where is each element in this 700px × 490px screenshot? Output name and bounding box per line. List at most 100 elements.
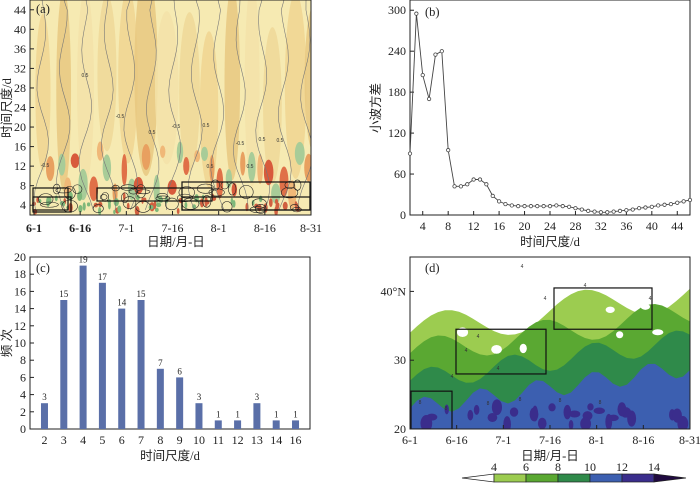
panel-a-contour-line — [63, 185, 76, 200]
panel-d-colorbar-swatch — [621, 473, 655, 483]
panel-a-fill-cell — [54, 195, 58, 202]
panel-a-fill-band — [118, 0, 138, 164]
panel-b-data-point — [407, 151, 413, 156]
panel-a-fill-cell — [167, 179, 177, 195]
panel-c-bar — [214, 420, 222, 429]
panel-a-fill-cell — [176, 208, 180, 215]
panel-c-y-ticks: 0 2 4 6 8 10 12 14 16 18 20 — [14, 250, 34, 436]
panel-d-y-ticks: 20 30 40°N — [381, 284, 414, 436]
panel-d-level-fill — [593, 407, 606, 414]
panel-b-x-tick-label: 8 — [445, 219, 451, 233]
panel-a-label: (a) — [36, 2, 50, 16]
panel-c-bar — [272, 420, 280, 429]
panel-b-data-point — [426, 96, 432, 102]
panel-d-contour-label: 4 — [451, 374, 454, 380]
panel-a-fill-cell — [282, 201, 288, 211]
panel-a-ylabel: 时间尺度/d — [0, 77, 14, 137]
panel-c-data-label: 1 — [235, 409, 240, 419]
panel-a-y-tick-label: 32 — [14, 61, 26, 75]
panel-d-colorbar-swatch — [493, 473, 527, 483]
panel-a-box — [32, 196, 72, 213]
panel-c-bar — [40, 403, 48, 429]
panel-a-highlight-boxes — [32, 181, 311, 213]
panel-c-ylabel: 频 次 — [0, 329, 14, 357]
panel-b-data-point — [656, 203, 661, 208]
panel-d-x-tick-label: 8-31 — [679, 433, 700, 447]
panel-c-data-label: 15 — [59, 289, 69, 299]
panel-d-level-fill — [487, 412, 498, 423]
panel-a-x-tick-label: 7-16 — [162, 221, 184, 235]
panel-d-level-fill — [568, 419, 574, 429]
panel-a-contour-line — [165, 0, 181, 211]
panel-c-data-label: 1 — [293, 409, 298, 419]
panel-a-contour-label: -0.5 — [236, 141, 245, 147]
panel-a-contour-line — [293, 179, 302, 191]
panel-c-x-tick-label: 10 — [193, 433, 205, 447]
panel-a-fill-cell — [113, 209, 116, 215]
panel-c-data-label: 15 — [137, 289, 147, 299]
panel-d-level-gap — [519, 343, 527, 354]
panel-a-fill-cell — [275, 202, 279, 211]
panel-c-bar — [234, 420, 242, 429]
panel-d-level-fill — [467, 409, 474, 421]
panel-c-bar — [156, 368, 164, 429]
panel-a-contour-line — [121, 192, 129, 204]
panel-c-xlabel: 时间尺度/d — [140, 448, 200, 463]
panel-a-contour-line — [254, 204, 267, 214]
panel-c-x-tick-label: 8 — [157, 433, 163, 447]
panel-d-x-tick-label: 8-1 — [589, 433, 605, 447]
panel-a-contour-line — [255, 0, 270, 211]
panel-b-data-point — [458, 184, 464, 189]
panel-c-data-label: 6 — [177, 366, 182, 376]
panel-a-y-tick-label: 16 — [14, 140, 26, 154]
panel-d-colorbar-label: 8 — [555, 460, 561, 474]
panel-a-x-ticks: 6-1 6-16 7-1 7-16 8-1 8-16 8-31 — [26, 211, 322, 235]
panel-a-fill-cell — [200, 198, 204, 208]
panel-d-x-tick-label: 6-16 — [446, 433, 468, 447]
panel-a-contour-label: 0.5 — [207, 164, 214, 170]
panel-a-x-tick-label: 8-16 — [254, 221, 276, 235]
panel-c-x-tick-label: 6 — [119, 433, 125, 447]
panel-a-contour-line — [100, 194, 108, 200]
panel-d-level-gap — [491, 344, 502, 354]
panel-a-fill-cell — [209, 155, 215, 183]
panel-a-contour-line — [136, 189, 151, 195]
panel-a-x-tick-label: 6-16 — [69, 221, 91, 235]
panel-d-level-gap — [616, 331, 624, 339]
panel-a-contour-line — [228, 182, 237, 196]
panel-b-data-point — [554, 203, 559, 208]
panel-a-contour-line — [72, 184, 83, 194]
panel-a-fill-cell — [155, 202, 162, 208]
panel-a-fill-band — [244, 0, 260, 187]
panel-d-x-tick-label: 7-16 — [539, 433, 561, 447]
panel-c-x-tick-label: 7 — [138, 433, 144, 447]
panel-b-data-point — [617, 208, 623, 214]
panel-b-x-tick-label: 44 — [671, 219, 683, 233]
panel-a-fill-cell — [134, 205, 140, 215]
panel-a-x-tick-label: 8-31 — [300, 221, 322, 235]
panel-d-level-fill — [537, 417, 547, 429]
panel-d-level-fill — [563, 404, 572, 420]
panel-d-level-fill — [473, 404, 480, 415]
panel-c-y-tick-label: 16 — [14, 284, 26, 298]
panel-c-bar — [253, 403, 261, 429]
panel-d-level-gap — [652, 329, 664, 336]
panel-c-x-tick-label: 2 — [41, 433, 47, 447]
panel-b-data-point — [509, 203, 514, 208]
panel-b-data-point — [465, 182, 470, 187]
panel-a-fill-cell — [184, 201, 188, 209]
panel-a-contour-line — [210, 0, 225, 211]
panel-a-contour-line — [280, 186, 299, 199]
panel-c-x-tick-label: 16 — [290, 433, 302, 447]
panel-a-contour-label: 0.5 — [82, 73, 89, 79]
panel-a-fill-cell — [108, 201, 111, 210]
panel-d-y-tick-label: 20 — [394, 422, 406, 436]
panel-a-y-tick-label: 28 — [14, 81, 26, 95]
panel-a-contour-line — [40, 201, 59, 208]
panel-b-data-point — [446, 148, 451, 153]
panel-b-data-point — [496, 199, 502, 204]
panel-a-fill-cell — [89, 176, 99, 202]
panel-d-xlabel: 日期/月-日 — [521, 449, 579, 463]
panel-a-contour-line — [176, 193, 193, 202]
panel-c-data-label: 17 — [98, 272, 108, 282]
